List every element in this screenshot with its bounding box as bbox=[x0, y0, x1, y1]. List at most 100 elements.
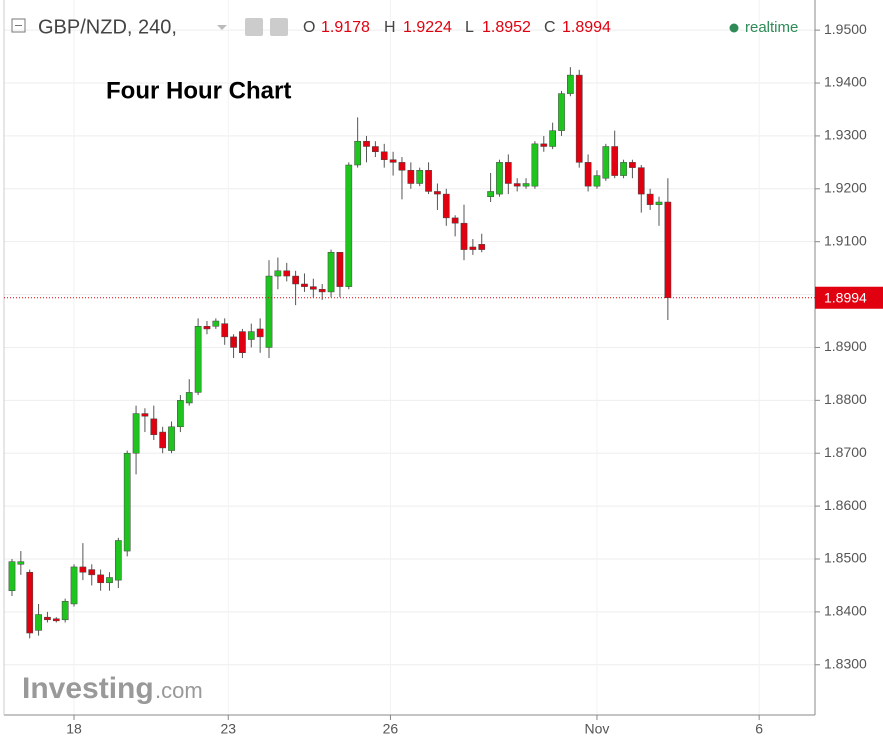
candle-body bbox=[318, 289, 326, 293]
y-tick-label: 1.8800 bbox=[824, 391, 867, 407]
watermark-suffix: .com bbox=[155, 678, 203, 703]
candle-body bbox=[434, 191, 441, 195]
last-price-tag bbox=[815, 286, 883, 309]
candle-body bbox=[487, 191, 494, 197]
y-tick-label: 1.8500 bbox=[824, 550, 867, 566]
candle-body bbox=[35, 614, 42, 631]
close-label: C bbox=[544, 19, 556, 36]
candle-body bbox=[567, 74, 574, 94]
candle-body bbox=[141, 413, 149, 417]
candle-body bbox=[451, 217, 459, 224]
candle-body bbox=[336, 252, 344, 287]
candle-body bbox=[114, 540, 122, 581]
watermark-brand: Investing bbox=[22, 672, 154, 705]
candle-body bbox=[584, 162, 592, 187]
candle-body bbox=[531, 143, 539, 187]
y-tick-label: 1.9500 bbox=[824, 21, 867, 37]
candle-body bbox=[354, 140, 362, 166]
candle-body bbox=[513, 183, 521, 187]
candle-body bbox=[70, 566, 78, 605]
candle-body bbox=[168, 426, 175, 451]
settings-icon[interactable] bbox=[270, 18, 288, 36]
candle-body bbox=[549, 130, 556, 147]
candle-body bbox=[61, 601, 69, 621]
candle-body bbox=[478, 244, 486, 250]
candle-body bbox=[416, 170, 424, 184]
candle-body bbox=[247, 331, 255, 340]
candle-body bbox=[575, 74, 583, 163]
x-tick-label: Nov bbox=[585, 721, 610, 737]
candle-body bbox=[8, 561, 16, 591]
candle-body bbox=[123, 452, 131, 552]
candle-body bbox=[239, 331, 246, 353]
last-price-label: 1.8994 bbox=[824, 289, 867, 305]
candle-body bbox=[221, 323, 229, 338]
candle-body bbox=[620, 162, 627, 176]
candle-body bbox=[425, 170, 432, 192]
candle-body bbox=[230, 336, 237, 348]
candle-body bbox=[593, 175, 601, 187]
candle-body bbox=[150, 418, 158, 435]
candle-body bbox=[309, 286, 317, 290]
y-tick-label: 1.9200 bbox=[824, 180, 867, 196]
candle-body bbox=[52, 618, 60, 622]
candle-body bbox=[283, 270, 291, 277]
open-label: O bbox=[303, 19, 315, 36]
candle-body bbox=[44, 616, 51, 621]
symbol: GBP/NZD, 240, bbox=[38, 16, 177, 38]
candle-body bbox=[522, 183, 530, 187]
candles bbox=[8, 67, 672, 639]
y-tick-label: 1.9300 bbox=[824, 127, 867, 143]
candle-body bbox=[504, 162, 512, 184]
y-tick-label: 1.9400 bbox=[824, 74, 867, 90]
candle-body bbox=[203, 326, 211, 330]
candle-body bbox=[407, 170, 415, 184]
candle-body bbox=[256, 328, 264, 338]
candle-body bbox=[469, 246, 477, 250]
candle-body bbox=[177, 400, 184, 428]
candle-body bbox=[194, 326, 202, 393]
candle-body bbox=[460, 222, 468, 250]
candle-body bbox=[372, 146, 379, 153]
candle-body bbox=[540, 143, 548, 147]
candle-body bbox=[132, 413, 140, 454]
open-value: 1.9178 bbox=[321, 19, 370, 36]
candle-body bbox=[602, 146, 610, 179]
candle-body bbox=[185, 392, 193, 404]
collapse-icon[interactable] bbox=[11, 18, 26, 33]
candle-body bbox=[301, 283, 308, 287]
candle-body bbox=[26, 571, 34, 634]
candle-body bbox=[558, 93, 565, 131]
candle-body bbox=[664, 201, 672, 298]
candle-body bbox=[88, 569, 96, 576]
candle-body bbox=[637, 167, 645, 195]
candle-body bbox=[646, 193, 654, 205]
x-tick-label: 26 bbox=[383, 721, 399, 737]
candle-body bbox=[398, 162, 406, 171]
candle-body bbox=[327, 252, 335, 293]
candle-body bbox=[611, 146, 619, 176]
y-tick-label: 1.8400 bbox=[824, 603, 867, 619]
y-tick-label: 1.8900 bbox=[824, 338, 867, 354]
eye-icon[interactable] bbox=[245, 18, 263, 36]
candle-body bbox=[274, 270, 282, 277]
status-dot bbox=[729, 23, 739, 33]
candle-body bbox=[292, 275, 299, 285]
high-label: H bbox=[384, 19, 396, 36]
y-tick-label: 1.9100 bbox=[824, 232, 867, 248]
candle-body bbox=[79, 566, 87, 573]
candle-body bbox=[442, 193, 450, 219]
candle-body bbox=[97, 574, 104, 584]
x-tick-label: 18 bbox=[66, 721, 82, 737]
candle-body bbox=[345, 164, 353, 287]
x-tick-label: 6 bbox=[755, 721, 763, 737]
close-value: 1.8994 bbox=[562, 19, 611, 36]
candle-body bbox=[380, 151, 388, 160]
dropdown-arrow[interactable] bbox=[217, 25, 227, 30]
candle-body bbox=[389, 159, 397, 163]
candle-body bbox=[106, 577, 113, 584]
candle-body bbox=[496, 162, 503, 195]
